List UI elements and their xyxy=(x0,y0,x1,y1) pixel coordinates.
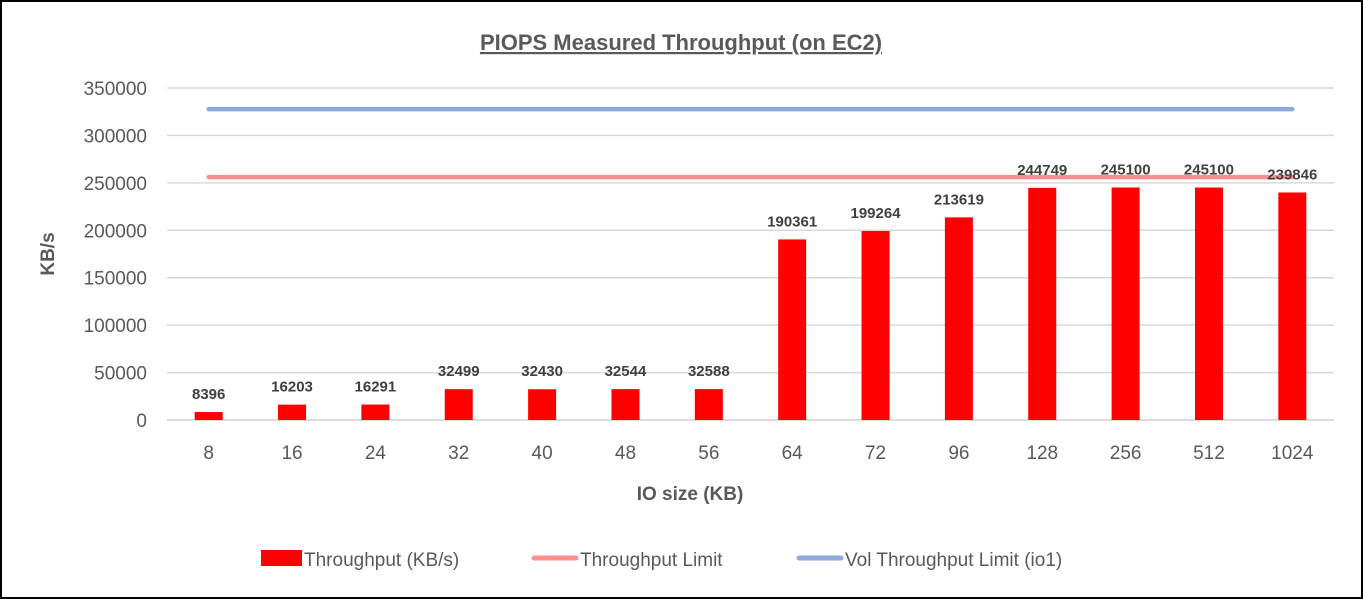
y-tick-label: 150000 xyxy=(84,269,147,290)
data-label: 245100 xyxy=(1184,162,1234,179)
chart-title: PIOPS Measured Throughput (on EC2) xyxy=(480,30,882,55)
x-tick-label: 40 xyxy=(532,443,553,464)
data-label: 32430 xyxy=(521,363,563,380)
x-tick-label: 72 xyxy=(865,443,886,464)
bar xyxy=(944,217,973,420)
bar xyxy=(694,389,723,420)
bar xyxy=(1028,187,1057,420)
x-tick-label: 96 xyxy=(948,443,969,464)
bar xyxy=(194,412,223,420)
x-axis-label: IO size (KB) xyxy=(637,484,744,505)
y-tick-label: 100000 xyxy=(84,316,147,337)
data-label: 239846 xyxy=(1267,166,1317,183)
x-tick-label: 256 xyxy=(1110,443,1142,464)
bar xyxy=(278,404,307,420)
data-label: 16291 xyxy=(355,379,397,396)
bar xyxy=(444,389,473,420)
x-tick-label: 48 xyxy=(615,443,636,464)
data-label: 32588 xyxy=(688,363,730,380)
bar xyxy=(1278,192,1307,420)
bar xyxy=(861,230,890,420)
legend-label: Throughput Limit xyxy=(580,550,723,571)
bar xyxy=(528,389,557,420)
data-label: 8396 xyxy=(192,386,225,403)
bar xyxy=(361,404,390,420)
y-tick-label: 350000 xyxy=(84,79,147,100)
data-label: 32499 xyxy=(438,363,480,380)
x-tick-label: 56 xyxy=(698,443,719,464)
x-tick-label: 8 xyxy=(203,443,214,464)
y-tick-label: 300000 xyxy=(84,126,147,147)
legend-swatch-bar xyxy=(261,550,302,566)
bar xyxy=(1194,187,1223,420)
x-tick-label: 64 xyxy=(782,443,804,464)
y-tick-label: 50000 xyxy=(94,364,147,385)
x-tick-label: 32 xyxy=(448,443,469,464)
data-label: 244749 xyxy=(1017,162,1067,179)
data-label: 32544 xyxy=(605,363,647,380)
bar xyxy=(778,239,807,420)
y-tick-label: 250000 xyxy=(84,174,147,195)
legend-label: Vol Throughput Limit (io1) xyxy=(845,550,1062,571)
data-label: 199264 xyxy=(851,205,902,222)
x-tick-label: 128 xyxy=(1026,443,1058,464)
y-tick-label: 0 xyxy=(136,411,147,432)
data-label: 16203 xyxy=(271,379,313,396)
x-tick-label: 24 xyxy=(365,443,387,464)
x-tick-label: 1024 xyxy=(1271,443,1314,464)
data-label: 190361 xyxy=(767,213,817,230)
bar xyxy=(611,389,640,420)
bar xyxy=(1111,187,1140,420)
x-tick-label: 512 xyxy=(1193,443,1225,464)
x-tick-label: 16 xyxy=(281,443,302,464)
y-axis-label: KB/s xyxy=(38,232,59,275)
data-label: 213619 xyxy=(934,191,984,208)
y-tick-label: 200000 xyxy=(84,221,147,242)
data-label: 245100 xyxy=(1101,162,1151,179)
legend-label: Throughput (KB/s) xyxy=(304,550,459,571)
